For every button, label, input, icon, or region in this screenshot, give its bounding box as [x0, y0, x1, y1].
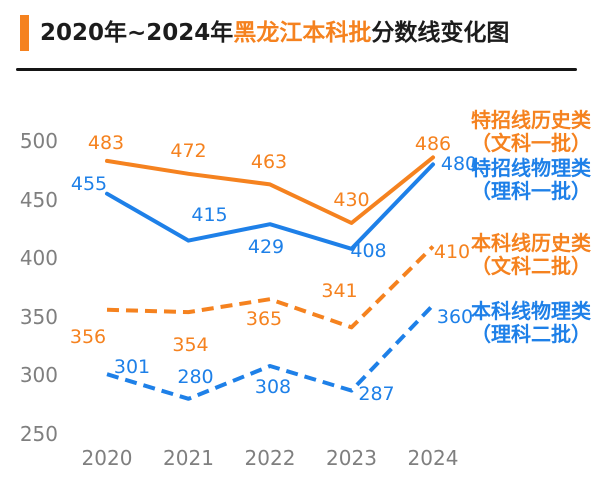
data-label: 415	[191, 203, 228, 226]
x-axis-tick: 2022	[244, 446, 296, 470]
title-prefix: 2020年~2024年	[40, 20, 234, 46]
legend-series-subtitle: （文科一批）	[471, 131, 591, 155]
legend-series-name: 特招线物理类	[471, 156, 591, 180]
data-label: 480	[440, 153, 478, 176]
x-axis-tick: 2021	[163, 446, 214, 470]
y-axis-tick: 350	[19, 304, 58, 329]
x-axis-tick: 2020	[81, 446, 133, 470]
legend-series-name: 特招线历史类	[471, 108, 591, 132]
page-title: 2020年~2024年黑龙江本科批分数线变化图	[40, 16, 580, 50]
y-axis-tick: 300	[19, 363, 58, 388]
data-label: 280	[177, 365, 214, 388]
data-label: 301	[113, 356, 151, 379]
legend-item-2: 本科线历史类 （文科二批）	[462, 232, 600, 278]
y-axis-tick: 500	[19, 129, 58, 153]
data-label: 408	[350, 239, 387, 262]
data-label: 360	[436, 306, 474, 329]
legend-item-0: 特招线历史类 （文科一批）	[462, 109, 600, 155]
series-line-3	[106, 303, 435, 401]
data-label: 365	[245, 308, 283, 331]
data-label: 354	[172, 334, 209, 357]
data-label: 472	[170, 139, 207, 162]
data-label: 287	[358, 382, 395, 405]
title-highlight: 黑龙江本科批	[233, 20, 372, 46]
data-label: 430	[333, 189, 370, 212]
legend-series-name: 本科线历史类	[471, 231, 591, 255]
y-axis-tick: 250	[19, 422, 58, 446]
legend-series-subtitle: （理科二批）	[471, 322, 591, 346]
y-axis-tick: 400	[19, 246, 58, 271]
data-label: 486	[414, 133, 452, 156]
data-label: 483	[87, 131, 125, 154]
data-label: 341	[321, 280, 358, 303]
legend-item-1: 特招线物理类 （理科一批）	[462, 157, 600, 203]
x-axis-tick: 2024	[407, 446, 459, 470]
data-label: 308	[254, 376, 292, 399]
data-label: 455	[70, 172, 108, 195]
series-line-2	[106, 245, 435, 330]
legend-series-subtitle: （文科二批）	[471, 254, 591, 278]
data-label: 463	[250, 151, 288, 174]
legend-series-name: 本科线物理类	[471, 299, 591, 323]
data-label: 429	[247, 236, 285, 259]
data-label: 410	[433, 241, 471, 264]
title-suffix: 分数线变化图	[371, 20, 510, 46]
series-line-0	[105, 155, 435, 225]
data-label: 356	[69, 325, 107, 348]
title-divider	[16, 68, 577, 71]
legend-item-3: 本科线物理类 （理科二批）	[462, 300, 600, 346]
chart-area: 250 300 350 400 450 500 2020 2021 2022 2023 2024 …	[0, 72, 600, 483]
x-axis-tick: 2023	[326, 446, 377, 470]
y-axis-tick: 450	[19, 187, 58, 212]
legend-series-subtitle: （理科一批）	[471, 179, 591, 203]
title-accent-bar	[20, 15, 29, 51]
series-line-1	[105, 162, 435, 251]
